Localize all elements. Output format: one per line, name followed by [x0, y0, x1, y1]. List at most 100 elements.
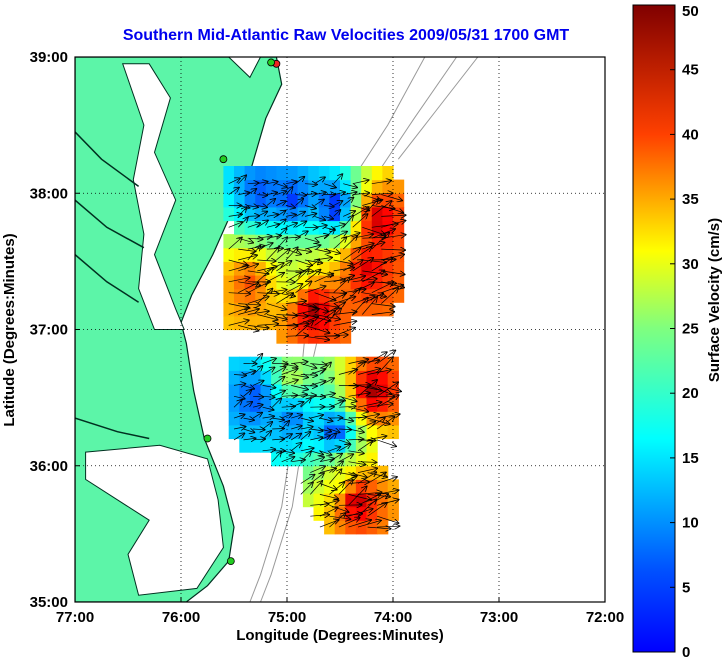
velocity-arrow	[247, 216, 259, 217]
heatmap-cell	[366, 397, 378, 412]
heatmap-cell	[234, 302, 246, 317]
heatmap-cell	[249, 397, 262, 412]
heatmap-cell	[355, 356, 368, 371]
colorbar-tick-label: 20	[682, 385, 699, 402]
station-marker	[226, 557, 235, 566]
velocity-arrow	[290, 443, 301, 452]
velocity-arrow	[371, 224, 398, 228]
velocity-arrow	[333, 276, 355, 283]
velocity-arrow	[295, 212, 306, 217]
velocity-arrow	[381, 270, 404, 275]
heatmap-cell	[255, 288, 267, 303]
heatmap-cell	[297, 220, 309, 235]
heatmap-cell	[265, 166, 277, 181]
velocity-arrow	[352, 214, 368, 228]
velocity-arrow	[295, 249, 312, 252]
heatmap-cell	[329, 193, 341, 208]
heatmap-cell	[249, 384, 262, 399]
heatmap-cell	[382, 247, 394, 262]
velocity-arrow	[295, 317, 318, 326]
heatmap-cell	[355, 411, 368, 426]
velocity-arrow	[362, 260, 386, 263]
heatmap-cell	[371, 220, 383, 235]
velocity-arrow	[300, 398, 311, 408]
velocity-arrow	[304, 303, 328, 312]
velocity-arrow	[295, 199, 304, 206]
heatmap-cell	[329, 261, 341, 276]
heatmap-cell	[334, 424, 346, 440]
velocity-arrow	[357, 369, 380, 375]
velocity-arrow	[266, 263, 284, 272]
heatmap-cell	[244, 247, 256, 262]
heatmap-cell	[366, 424, 378, 440]
heatmap-cell	[313, 370, 325, 385]
velocity-arrow	[237, 218, 248, 228]
velocity-arrow	[348, 494, 372, 500]
velocity-arrow	[329, 395, 345, 400]
heatmap-cell	[276, 193, 288, 208]
heatmap-cell	[297, 166, 309, 181]
heatmap-cell	[308, 193, 320, 208]
velocity-arrow	[343, 211, 355, 217]
velocity-arrow	[381, 281, 404, 288]
velocity-arrow	[262, 358, 276, 364]
velocity-arrow	[352, 296, 375, 304]
heatmap-cell	[223, 247, 235, 262]
velocity-arrow	[266, 224, 279, 227]
velocity-arrow	[266, 247, 279, 261]
heatmap-cell	[287, 261, 299, 276]
velocity-arrow	[343, 276, 365, 283]
velocity-arrow	[228, 188, 239, 195]
velocity-arrow	[285, 248, 301, 254]
heatmap-cell	[308, 247, 320, 262]
velocity-arrow	[276, 228, 286, 239]
heatmap-cell	[324, 438, 336, 453]
velocity-arrow	[362, 200, 378, 217]
velocity-arrow	[276, 191, 286, 194]
velocity-arrow	[333, 278, 350, 293]
velocity-arrow	[228, 293, 251, 294]
heatmap-cell	[223, 275, 235, 290]
velocity-arrow	[338, 480, 353, 495]
velocity-arrow	[314, 311, 336, 326]
velocity-arrow	[357, 402, 381, 408]
velocity-arrow	[310, 466, 325, 473]
velocity-arrow	[285, 273, 301, 283]
heatmap-cell	[361, 179, 373, 194]
heatmap-cell	[239, 438, 251, 453]
velocity-arrow	[371, 229, 395, 239]
heatmap-cell	[287, 329, 299, 344]
velocity-arrow	[357, 414, 379, 419]
velocity-arrow	[238, 309, 259, 315]
heatmap-cell	[308, 275, 320, 290]
heatmap-cell	[265, 234, 277, 249]
heatmap-cell	[377, 479, 389, 494]
heatmap-cell	[329, 234, 341, 249]
velocity-arrow	[357, 385, 382, 390]
velocity-arrow	[324, 293, 346, 294]
heatmap-cell	[276, 166, 288, 181]
heatmap-cell	[340, 179, 352, 194]
velocity-arrow	[333, 328, 355, 337]
heatmap-cell	[361, 261, 373, 276]
heatmap-cell	[271, 397, 283, 412]
velocity-arrow	[285, 206, 295, 208]
velocity-arrow	[295, 221, 307, 228]
velocity-arrow	[300, 452, 311, 462]
heatmap-cell	[382, 220, 394, 235]
heatmap-cell	[324, 479, 336, 494]
velocity-arrow	[272, 391, 285, 397]
heatmap-cell	[324, 397, 336, 412]
heatmap-cell	[234, 166, 246, 181]
heatmap-cell	[244, 234, 256, 249]
velocity-arrow	[295, 303, 318, 308]
heatmap-cell	[350, 275, 362, 290]
velocity-arrow	[276, 184, 286, 188]
heatmap-cell	[308, 166, 320, 181]
velocity-arrow	[333, 321, 357, 326]
velocity-arrow	[323, 308, 341, 326]
velocity-arrow	[338, 514, 362, 516]
heatmap-cell	[329, 220, 341, 235]
velocity-arrow	[333, 232, 347, 239]
heatmap-cell	[255, 315, 267, 331]
